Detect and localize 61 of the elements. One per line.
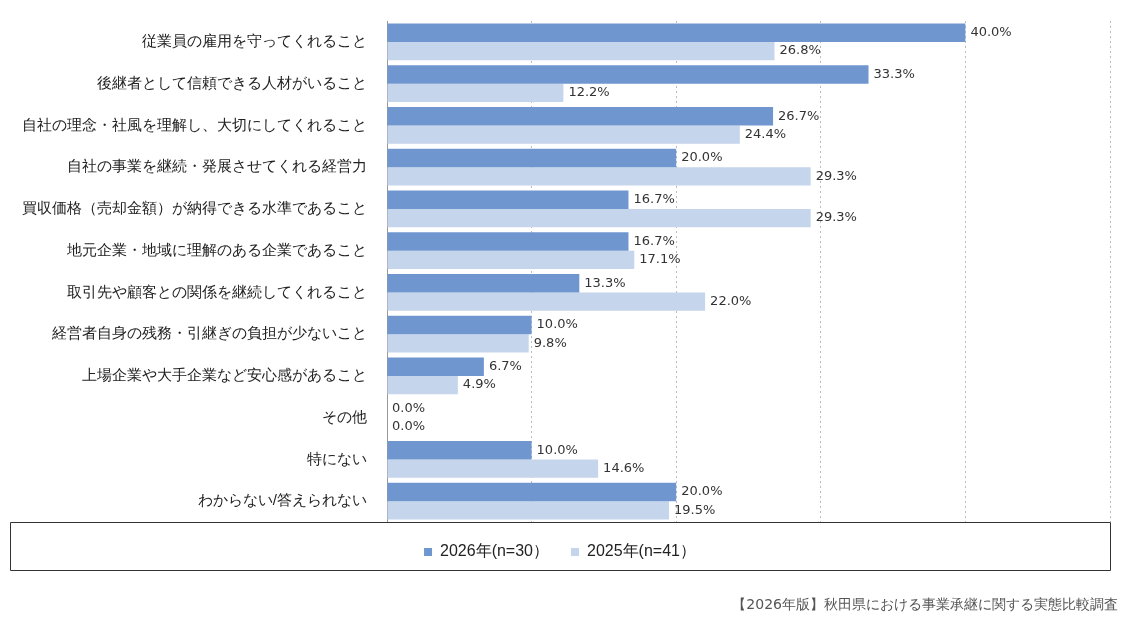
data-label: 19.5% [673,501,716,517]
data-label: 20.0% [681,483,723,499]
data-label: 10.0% [536,441,578,457]
text: 【2026年版】秋田県における事業承継に関する実態比較調査 [732,596,1118,614]
y-tick-label: 取引先や顧客との関係を継続してくれること [67,282,367,300]
bar [387,274,580,293]
bar [387,232,629,251]
bar [387,167,811,186]
bar [387,190,629,209]
data-label: 26.8% [779,42,821,58]
bar [387,501,669,520]
data-label: 4.9% [462,376,496,392]
data-label: 12.2% [568,84,610,100]
y-tick-label: 地元企業・地域に理解のある企業であること [66,240,367,258]
bar [387,292,706,311]
bar [387,250,635,269]
legend-label: 2025年(n=41） [587,542,696,560]
data-label: 40.0% [970,24,1012,40]
data-label: 16.7% [633,191,675,207]
bar [387,334,529,353]
data-label: 16.7% [633,232,675,248]
bar [387,83,564,102]
y-tick-label: 上場企業や大手企業など安心感があること [82,366,367,384]
data-label: 6.7% [488,358,522,374]
data-label: 33.3% [873,65,915,81]
data-label: 14.6% [603,459,645,475]
data-label: 29.3% [815,209,857,225]
bar [387,482,677,502]
y-tick-label: 買収価格（売却金額）が納得できる水準であること [22,199,367,217]
y-tick-label: 後継者として信頼できる人材がいること [97,73,367,91]
bar [387,375,458,395]
legend-label: 2026年(n=30） [440,542,550,560]
data-label: 20.0% [681,149,723,165]
data-label: 0.0% [392,418,426,434]
data-label: 0.0% [392,399,426,415]
data-label: 24.4% [744,125,787,141]
data-label: 13.3% [584,274,626,290]
y-tick-label: 従業員の雇用を守ってくれること [142,32,367,50]
data-label: 26.7% [778,107,820,123]
bar [387,125,740,144]
y-tick-label: 特にない [307,449,367,467]
bar [387,441,532,460]
y-tick-label: その他 [322,407,367,425]
data-label: 29.3% [815,167,857,183]
y-tick-label: 自社の理念・社風を理解し、大切にしてくれること [22,115,367,133]
bar [387,459,599,478]
bar [387,65,869,84]
data-label: 17.1% [639,251,681,267]
data-label: 10.0% [536,316,578,332]
data-label: 22.0% [710,292,752,308]
bar [387,208,811,228]
bar [387,148,677,168]
y-tick-label: 経営者自身の残務・引継ぎの負担が少ないこと [51,324,367,342]
bar [387,41,775,61]
bar [387,107,774,126]
y-tick-label: 自社の事業を継続・発展させてくれる経営力 [67,157,367,175]
bar [387,315,532,335]
bar [387,23,966,42]
bar [387,357,484,376]
data-label: 9.8% [533,334,567,350]
y-tick-label: わからない/答えられない [197,491,367,509]
